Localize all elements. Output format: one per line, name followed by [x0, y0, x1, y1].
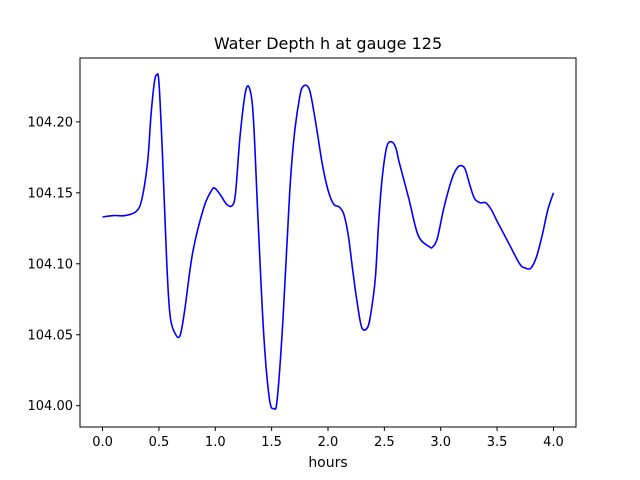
chart-title: Water Depth h at gauge 125: [214, 34, 442, 53]
x-tick-label: 3.5: [487, 435, 508, 450]
plot-area: [102, 73, 555, 411]
y-tick-label: 104.05: [28, 328, 74, 343]
y-tick-label: 104.15: [28, 186, 74, 201]
series-line-0: [102, 73, 555, 411]
x-tick-label: 0.0: [92, 435, 113, 450]
x-tick-label: 4.0: [543, 435, 564, 450]
x-tick-label: 3.0: [430, 435, 451, 450]
y-tick-label: 104.20: [28, 115, 74, 130]
y-tick-label: 104.00: [28, 399, 74, 414]
x-tick-label: 1.0: [205, 435, 226, 450]
x-tick-label: 2.5: [374, 435, 395, 450]
y-axis-ticks: 104.00 104.05 104.10 104.15 104.20: [28, 115, 80, 414]
x-tick-label: 2.0: [318, 435, 339, 450]
x-tick-label: 0.5: [149, 435, 170, 450]
x-tick-label: 1.5: [261, 435, 282, 450]
x-axis-ticks: 0.0 0.5 1.0 1.5 2.0 2.5 3.0 3.5 4.0: [92, 427, 564, 450]
x-axis-label: hours: [308, 455, 347, 471]
y-tick-label: 104.10: [28, 257, 74, 272]
axes-frame: [79, 57, 577, 428]
